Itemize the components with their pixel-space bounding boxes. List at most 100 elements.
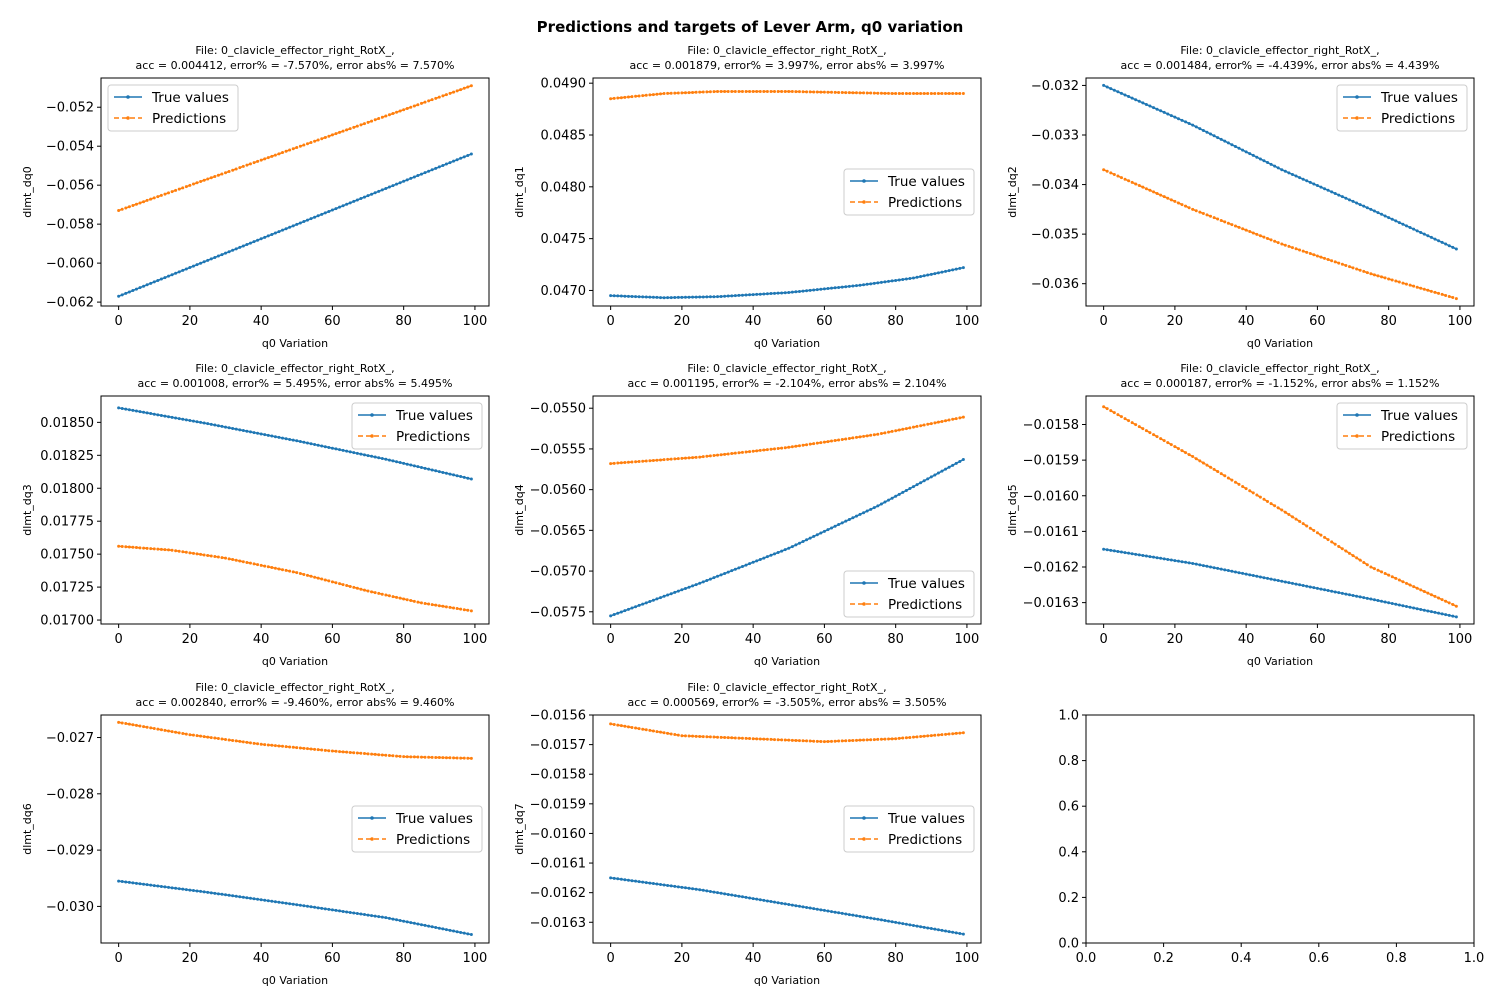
data-point <box>762 292 766 296</box>
data-point <box>787 291 791 295</box>
data-point <box>947 92 951 96</box>
data-point <box>1198 563 1202 567</box>
data-point <box>216 424 220 428</box>
data-point <box>241 740 245 744</box>
data-point <box>302 220 306 224</box>
data-point <box>409 105 413 109</box>
x-axis-label: q0 Variation <box>1247 337 1313 350</box>
data-point <box>195 734 199 738</box>
data-point <box>252 161 256 165</box>
data-point <box>808 442 812 446</box>
data-point <box>616 723 620 727</box>
y-tick-label: −0.0163 <box>530 916 586 931</box>
data-point <box>840 739 844 743</box>
data-point <box>1312 586 1316 590</box>
data-point <box>284 437 288 441</box>
data-point <box>348 584 352 588</box>
data-point <box>723 89 727 93</box>
data-point <box>1105 548 1109 552</box>
data-point <box>1337 591 1341 595</box>
data-point <box>1251 153 1255 157</box>
data-point <box>231 894 235 898</box>
data-point <box>427 169 431 173</box>
data-point <box>234 247 238 251</box>
data-point <box>313 747 317 751</box>
data-point <box>213 175 217 178</box>
y-tick-label: −0.0159 <box>530 797 586 812</box>
data-point <box>616 611 620 615</box>
data-point <box>830 439 834 443</box>
data-point <box>648 881 652 885</box>
data-point <box>1369 597 1373 601</box>
y-tick-label: −0.0162 <box>530 886 586 901</box>
data-point <box>1444 613 1448 617</box>
data-point <box>434 166 438 170</box>
data-point <box>1241 484 1245 488</box>
data-point <box>352 585 356 589</box>
data-point <box>755 89 759 93</box>
data-point <box>117 720 121 724</box>
data-point <box>619 877 623 881</box>
data-point <box>184 185 188 189</box>
data-point <box>887 498 891 502</box>
data-point <box>936 928 940 932</box>
data-point <box>419 466 423 469</box>
data-point <box>630 725 634 729</box>
data-point <box>876 432 880 436</box>
data-point <box>145 411 149 415</box>
data-point <box>362 195 366 199</box>
data-point <box>794 90 798 94</box>
data-point <box>797 541 801 545</box>
data-point <box>805 538 809 542</box>
data-point <box>384 186 388 190</box>
data-point <box>1419 607 1423 611</box>
data-point <box>377 753 381 757</box>
data-point <box>419 755 423 759</box>
series-predictions <box>117 720 473 760</box>
data-point <box>1355 267 1359 271</box>
data-point <box>940 469 944 473</box>
data-point <box>929 272 933 276</box>
data-point <box>348 201 352 205</box>
data-point <box>1255 155 1259 159</box>
legend-label: True values <box>887 811 965 827</box>
data-point <box>637 94 641 98</box>
data-point <box>441 756 445 760</box>
data-point <box>387 916 391 920</box>
data-point <box>783 902 787 906</box>
data-point <box>762 898 766 902</box>
data-point <box>894 920 898 924</box>
data-point <box>1173 559 1177 563</box>
data-point <box>929 92 933 96</box>
data-point <box>1301 522 1305 526</box>
series-true-values <box>117 406 473 481</box>
data-point <box>1429 593 1433 597</box>
data-point <box>819 531 823 535</box>
data-point <box>883 280 887 284</box>
data-point <box>1365 206 1369 210</box>
data-point <box>1298 176 1302 180</box>
data-point <box>362 752 366 756</box>
data-point <box>124 407 128 411</box>
data-point <box>131 203 135 207</box>
data-point <box>922 925 926 929</box>
data-point <box>220 892 224 896</box>
data-point <box>1387 277 1391 281</box>
data-point <box>890 279 894 283</box>
data-point <box>199 420 203 424</box>
data-point <box>737 566 741 570</box>
subplot-title: File: 0_clavicle_effector_right_RotX_, <box>687 362 886 375</box>
data-point <box>1176 447 1180 451</box>
data-point <box>1191 455 1195 459</box>
x-tick-label: 40 <box>1238 314 1255 329</box>
data-point <box>1315 184 1319 188</box>
data-point <box>808 739 812 743</box>
data-point <box>1422 589 1426 593</box>
y-tick-label: 0.0485 <box>541 129 587 144</box>
data-point <box>744 736 748 740</box>
data-point <box>199 734 203 738</box>
y-axis-label: dlmt_dq5 <box>1006 484 1019 536</box>
data-point <box>159 884 163 888</box>
data-point <box>922 734 926 738</box>
